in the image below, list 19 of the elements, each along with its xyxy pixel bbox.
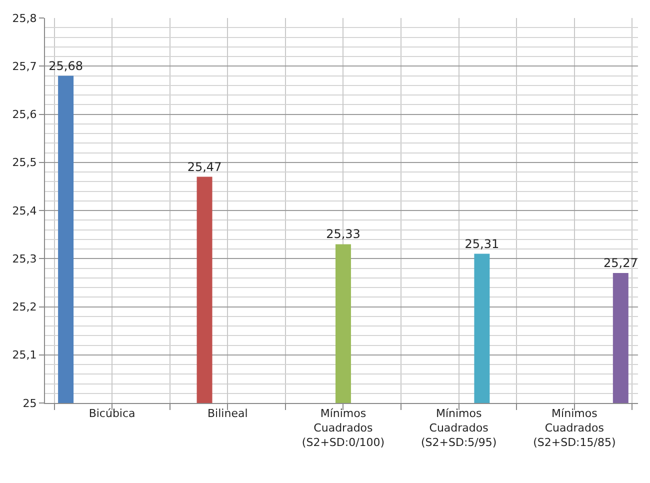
data-label: 25,27 [603,256,638,270]
y-tick-label: 25,7 [12,60,37,73]
y-tick-label: 25,5 [12,156,37,170]
x-tick-label: Bicúbica [88,407,136,420]
x-tick-label: Mínimos Cuadrados (S2+SD:0/100) [302,407,385,449]
y-tick-label: 25,4 [12,204,37,218]
y-tick-label: 25 [22,396,37,410]
y-tick-label: 25,6 [12,108,37,122]
y-tick-label: 25,8 [12,12,37,25]
data-label: 25,31 [464,236,500,251]
x-tick-label: Mínimos Cuadrados (S2+SD:5/95) [421,407,497,449]
y-tick-label: 25,2 [12,300,37,314]
x-tick-label: Bilineal [208,407,248,420]
y-tick-label: 25,1 [12,348,37,362]
x-tick-label: Mínimos Cuadrados (S2+SD:15/85) [533,407,616,449]
y-tick-label: 25,3 [12,252,37,266]
data-label: 25,33 [326,227,360,242]
data-label: 25,68 [48,58,83,73]
data-label: 25,47 [187,160,222,174]
